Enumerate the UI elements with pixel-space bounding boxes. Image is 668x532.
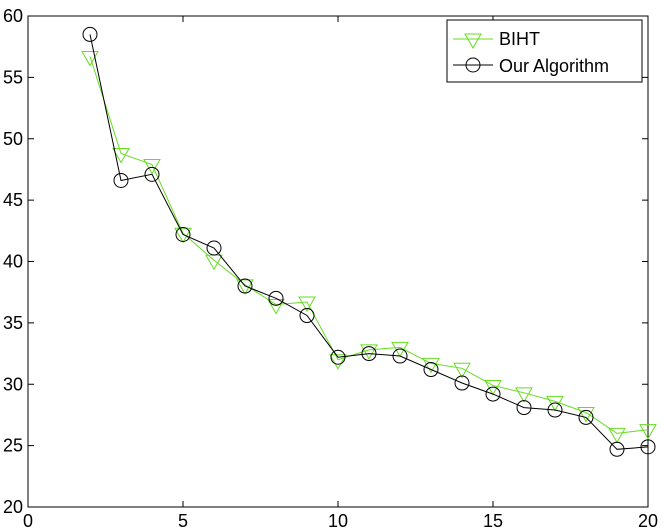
data-point-our-algorithm bbox=[299, 308, 315, 324]
data-point-biht bbox=[608, 427, 626, 444]
legend-entry-our-algorithm: Our Algorithm bbox=[453, 56, 609, 76]
y-tick-label: 35 bbox=[3, 313, 23, 333]
data-point-our-algorithm bbox=[237, 278, 253, 294]
data-point-our-algorithm bbox=[113, 172, 129, 188]
data-point-biht bbox=[422, 357, 440, 374]
x-tick-label: 5 bbox=[178, 511, 188, 531]
legend-marker-biht-triangle-icon bbox=[464, 33, 482, 50]
data-point-biht bbox=[81, 51, 99, 67]
data-point-biht bbox=[112, 147, 130, 164]
data-point-biht bbox=[267, 298, 285, 315]
legend-box bbox=[446, 19, 643, 83]
data-point-our-algorithm bbox=[175, 226, 191, 242]
series-our-algorithm bbox=[82, 26, 656, 457]
data-point-biht bbox=[577, 406, 595, 423]
y-tick-label: 45 bbox=[3, 190, 23, 210]
data-point-our-algorithm bbox=[423, 362, 439, 378]
data-point-biht bbox=[515, 387, 533, 403]
data-point-our-algorithm bbox=[547, 402, 563, 418]
y-tick-label: 40 bbox=[3, 252, 23, 272]
series-line-biht bbox=[89, 56, 649, 434]
y-tick-label: 50 bbox=[3, 129, 23, 149]
y-tick-label: 20 bbox=[3, 497, 23, 517]
data-point-biht bbox=[329, 354, 347, 370]
axis-ticks bbox=[27, 15, 649, 508]
data-point-our-algorithm bbox=[361, 346, 377, 362]
data-point-our-algorithm bbox=[485, 386, 501, 402]
plot-frame bbox=[27, 15, 649, 508]
legend-marker-our-algorithm-circle-icon bbox=[465, 57, 481, 73]
data-point-biht bbox=[143, 159, 161, 175]
data-point-our-algorithm bbox=[206, 240, 222, 256]
data-point-our-algorithm bbox=[609, 441, 625, 457]
data-point-biht bbox=[236, 279, 254, 295]
data-point-biht bbox=[639, 424, 657, 440]
y-tick-label: 60 bbox=[3, 6, 23, 26]
data-point-biht bbox=[546, 395, 564, 412]
data-point-our-algorithm bbox=[516, 400, 532, 416]
y-tick-label: 25 bbox=[3, 436, 23, 456]
data-point-biht bbox=[298, 296, 316, 313]
x-tick-label: 0 bbox=[23, 511, 33, 531]
data-point-biht bbox=[391, 341, 409, 358]
y-tick-label: 55 bbox=[3, 67, 23, 87]
legend-label-our-algorithm: Our Algorithm bbox=[499, 56, 609, 76]
series-biht bbox=[81, 51, 657, 444]
data-point-our-algorithm bbox=[268, 290, 284, 306]
data-point-biht bbox=[453, 362, 471, 379]
data-point-our-algorithm bbox=[330, 349, 346, 365]
data-point-our-algorithm bbox=[82, 26, 98, 42]
data-point-our-algorithm bbox=[454, 375, 470, 391]
series-layer bbox=[81, 26, 657, 457]
x-tick-label: 10 bbox=[328, 511, 348, 531]
data-point-our-algorithm bbox=[392, 348, 408, 364]
data-point-biht bbox=[360, 344, 378, 360]
x-tick-label: 15 bbox=[483, 511, 503, 531]
data-point-biht bbox=[174, 227, 192, 244]
series-line-our-algorithm bbox=[89, 34, 649, 450]
legend: BIHT Our Algorithm bbox=[446, 19, 643, 83]
data-point-our-algorithm bbox=[578, 409, 594, 425]
legend-entry-biht: BIHT bbox=[453, 29, 540, 50]
data-point-biht bbox=[484, 379, 502, 396]
y-tick-labels: 20 25 30 35 40 45 50 55 60 bbox=[3, 6, 23, 517]
data-point-our-algorithm bbox=[640, 439, 656, 455]
legend-label-biht: BIHT bbox=[499, 29, 540, 49]
y-tick-label: 30 bbox=[3, 374, 23, 394]
x-tick-label: 20 bbox=[638, 511, 658, 531]
x-tick-labels: 0 5 10 15 20 bbox=[23, 511, 658, 531]
data-point-our-algorithm bbox=[144, 166, 160, 182]
